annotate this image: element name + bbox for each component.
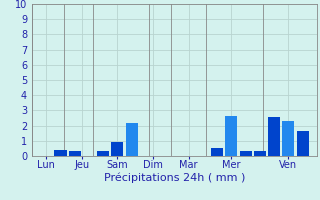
Bar — [225, 116, 237, 156]
Bar — [211, 148, 223, 156]
Bar — [111, 142, 124, 156]
Bar — [54, 150, 67, 156]
X-axis label: Précipitations 24h ( mm ): Précipitations 24h ( mm ) — [104, 173, 245, 183]
Bar — [126, 123, 138, 156]
Bar — [254, 151, 266, 156]
Bar — [297, 131, 308, 156]
Bar — [69, 151, 81, 156]
Bar — [282, 121, 294, 156]
Bar — [97, 151, 109, 156]
Bar — [240, 151, 252, 156]
Bar — [268, 117, 280, 156]
